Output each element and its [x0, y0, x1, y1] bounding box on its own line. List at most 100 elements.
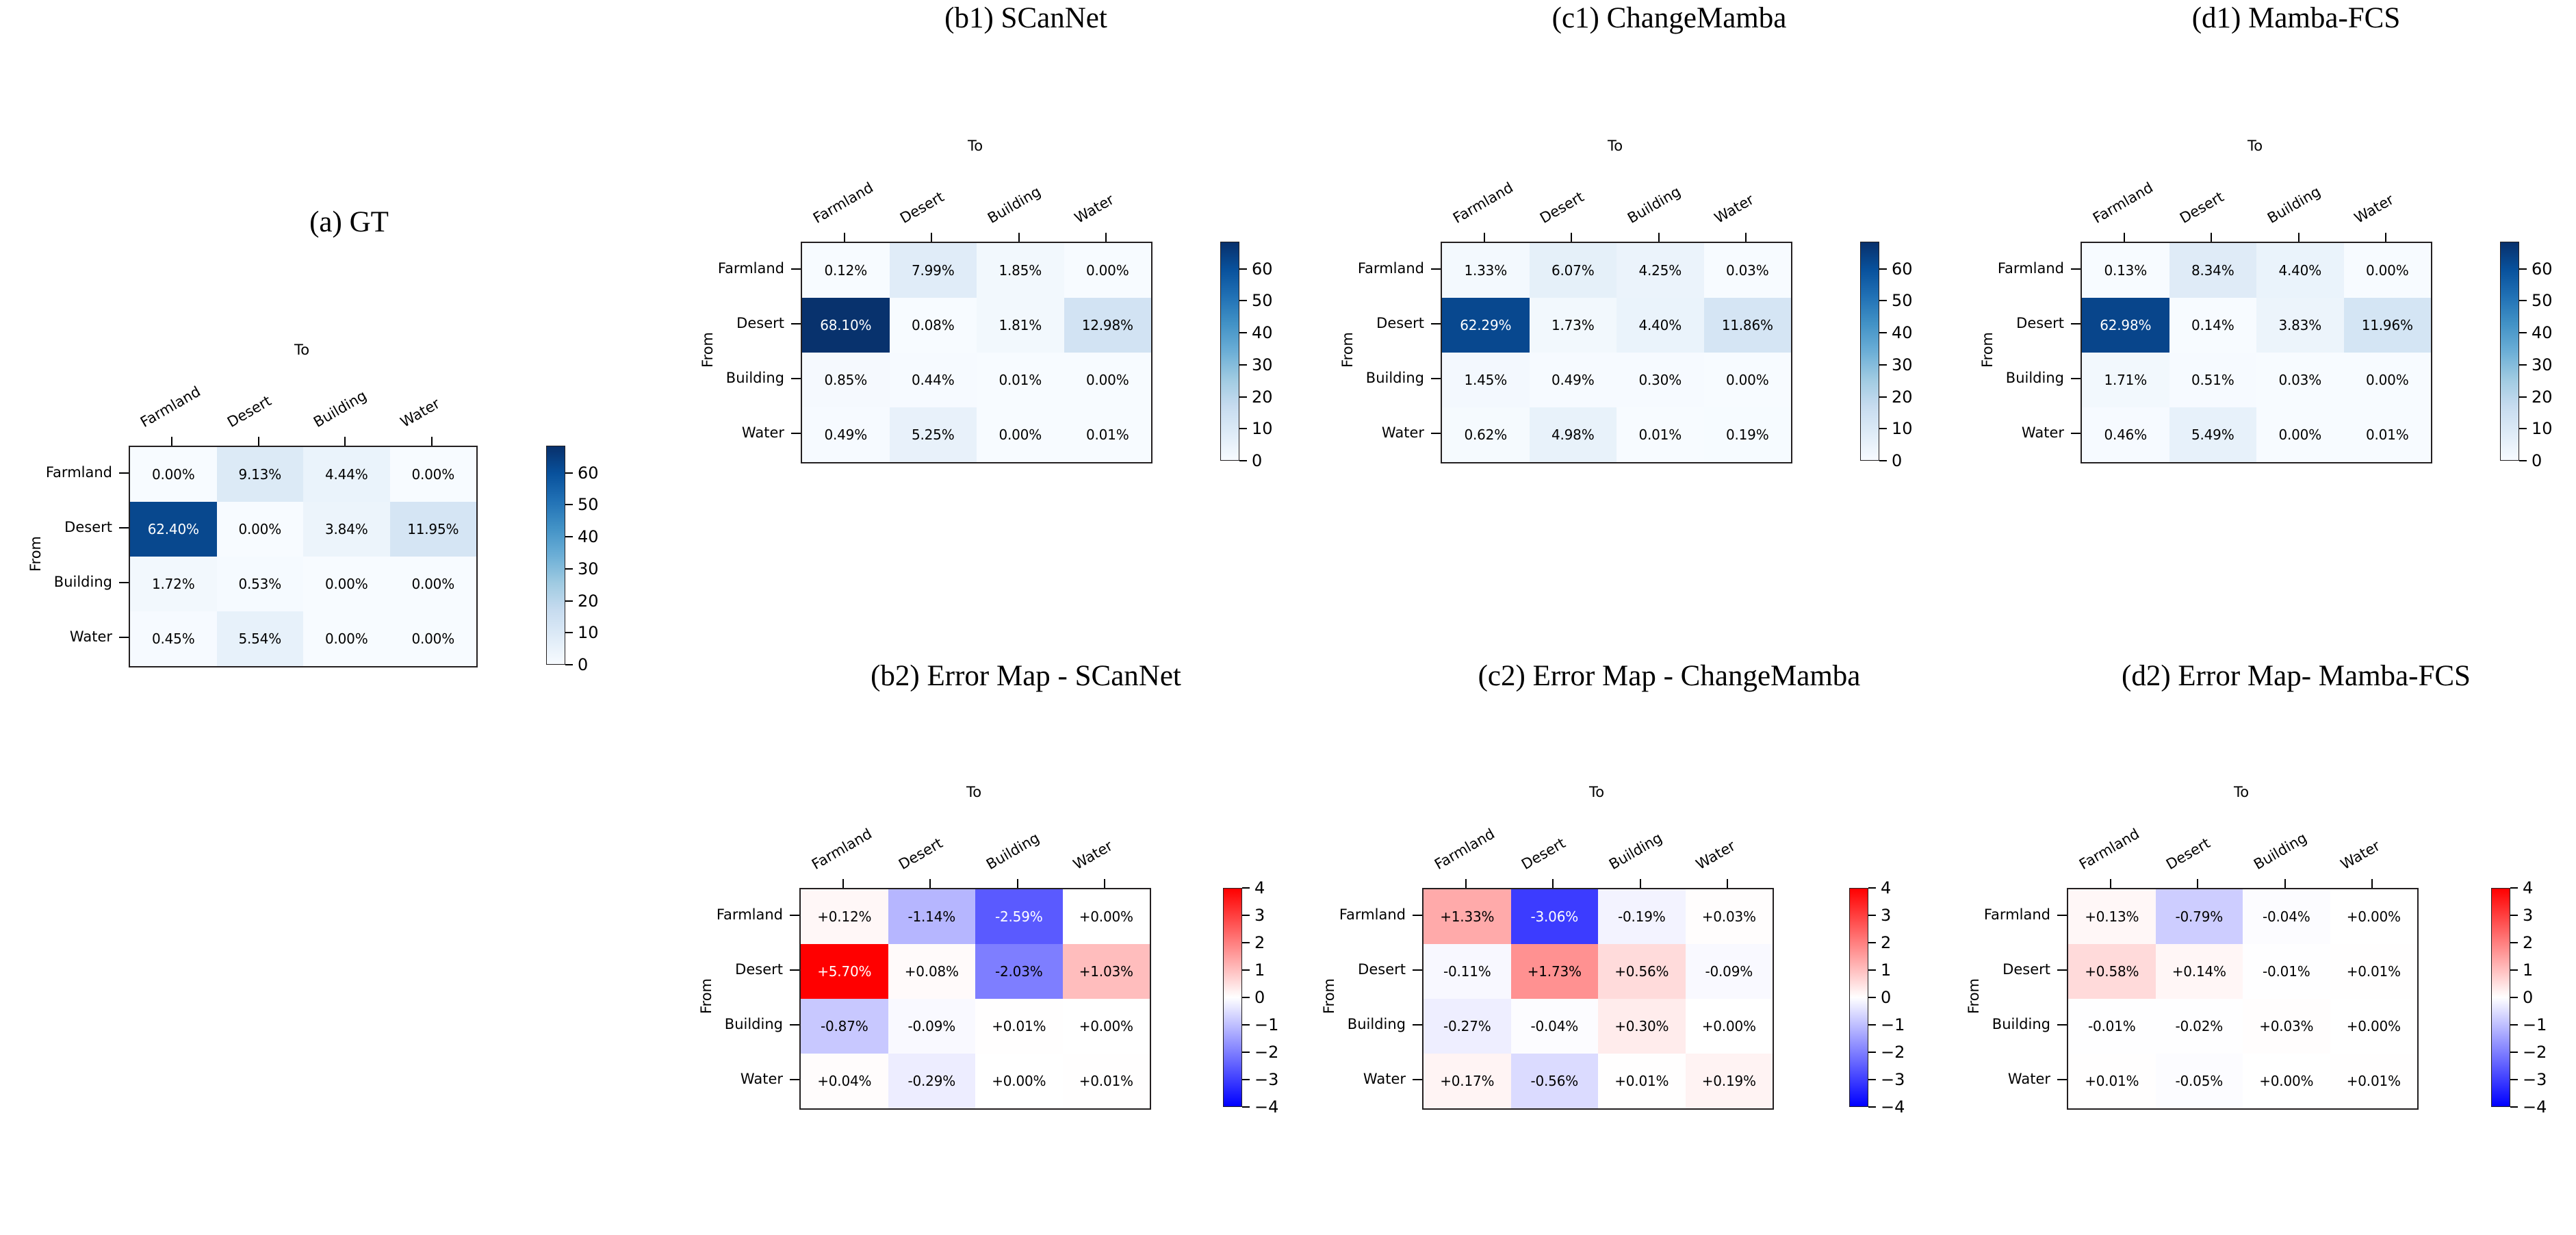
row-label-water: Water — [1381, 424, 1424, 441]
heatmap-cell: 0.44% — [889, 353, 977, 407]
row-tick — [2057, 915, 2067, 916]
heatmap-cell-value: +0.00% — [1701, 1018, 1756, 1034]
row-tick — [2071, 378, 2081, 379]
heatmap-cell: 0.53% — [216, 557, 303, 611]
row-tick — [1431, 378, 1441, 379]
heatmap-cell: 11.95% — [389, 502, 476, 557]
colorbar-tick-label: 20 — [1252, 387, 1273, 407]
heatmap-cell: +0.12% — [801, 889, 888, 944]
heatmap-cell-value: 0.12% — [824, 262, 868, 279]
heatmap-cell: -0.11% — [1424, 944, 1511, 999]
col-label-farmland: Farmland — [1450, 179, 1516, 227]
colorbar-tick-dash — [1239, 396, 1247, 398]
colorbar-tick-dash — [1242, 1024, 1250, 1026]
colorbar-tick: 1 — [1868, 960, 1891, 980]
heatmap-grid: 0.00% 9.13% 4.44% 0.00% 62.40% 0.00% 3.84% 11.9… — [129, 446, 478, 667]
row-label-water: Water — [1363, 1071, 1406, 1087]
colorbar-tick-label: −2 — [2523, 1043, 2547, 1062]
colorbar-tick-dash — [2510, 915, 2518, 916]
axis-label-to: To — [966, 784, 982, 800]
colorbar-tick-label: −3 — [1254, 1070, 1279, 1089]
heatmap-cell: 62.29% — [1442, 298, 1530, 353]
heatmap-cell-value: 0.30% — [1638, 372, 1682, 388]
heatmap-grid: 0.12% 7.99% 1.85% 0.00% 68.10% 0.08% 1.81% 12.9… — [801, 242, 1152, 463]
heatmap-cell: 0.01% — [1617, 407, 1704, 462]
colorbar — [1860, 242, 1879, 461]
colorbar-tick-label: 4 — [1254, 878, 1265, 897]
heatmap-cell: -0.09% — [1685, 944, 1773, 999]
heatmap-cell: 1.81% — [977, 298, 1064, 353]
colorbar-tick-dash — [1868, 942, 1876, 943]
col-label-building: Building — [984, 183, 1044, 227]
heatmap-cell-value: +0.00% — [1079, 1018, 1133, 1034]
colorbar-tick-dash — [1868, 997, 1876, 998]
heatmap-cell: 0.49% — [1529, 353, 1617, 407]
heatmap-cell: +0.08% — [888, 944, 975, 999]
heatmap-cell-value: 62.98% — [2100, 317, 2152, 333]
colorbar-tick-label: 40 — [2532, 323, 2553, 343]
colorbar-tick-label: 20 — [1892, 387, 1913, 407]
heatmap-cell-value: +0.01% — [2346, 1073, 2401, 1089]
colorbar-tick-label: 0 — [2532, 451, 2542, 470]
row-tick — [1431, 323, 1441, 324]
heatmap-cell: +1.33% — [1424, 889, 1511, 944]
col-label-building: Building — [2250, 829, 2310, 873]
heatmap-cell: -0.87% — [801, 999, 888, 1054]
heatmap-cell: 0.45% — [130, 611, 217, 666]
col-tick — [1727, 879, 1729, 888]
colorbar-tick-dash — [1868, 915, 1876, 916]
colorbar-tick-label: 0 — [1881, 988, 1892, 1007]
heatmap-cell-value: +0.58% — [2085, 963, 2139, 980]
heatmap-cell: 62.98% — [2082, 298, 2169, 353]
heatmap-cell: +0.30% — [1598, 999, 1686, 1054]
col-label-water: Water — [397, 395, 443, 431]
colorbar-tick-dash — [2519, 460, 2527, 461]
col-tick — [344, 437, 346, 446]
colorbar-tick-label: −4 — [1254, 1097, 1279, 1117]
colorbar-tick: 0 — [1879, 451, 1902, 470]
colorbar-tick-label: 3 — [1254, 906, 1265, 925]
heatmap-cell-value: -2.59% — [994, 908, 1043, 925]
colorbar-tick-dash — [1879, 396, 1887, 398]
col-tick — [1658, 233, 1660, 242]
heatmap-cell-value: +0.30% — [1614, 1018, 1669, 1034]
colorbar-tick-label: 50 — [1892, 291, 1913, 311]
heatmap-cell-value: -0.29% — [907, 1073, 956, 1089]
row-tick — [1431, 433, 1441, 434]
row-tick — [791, 378, 801, 379]
heatmap-cell-value: 0.00% — [151, 466, 195, 483]
heatmap-cell-value: 0.03% — [2278, 372, 2322, 388]
heatmap-cell: 0.00% — [389, 557, 476, 611]
heatmap-cell-value: 0.00% — [324, 631, 368, 647]
heatmap-cell-value: 0.00% — [1085, 372, 1129, 388]
heatmap-cell-value: +0.01% — [992, 1018, 1046, 1034]
heatmap-cell-value: 1.33% — [1464, 262, 1508, 279]
heatmap-cell-value: 3.83% — [2278, 317, 2322, 333]
colorbar-tick-dash — [1868, 969, 1876, 971]
heatmap-cell-value: +0.12% — [817, 908, 872, 925]
row-label-desert: Desert — [1376, 315, 1424, 331]
heatmap-cell: +0.01% — [1598, 1054, 1686, 1108]
heatmap-cell-value: -3.06% — [1530, 908, 1579, 925]
heatmap-cell: 0.13% — [2082, 243, 2169, 298]
heatmap-cell-value: 62.40% — [147, 521, 199, 537]
heatmap-cell: 5.25% — [889, 407, 977, 462]
col-tick — [1465, 879, 1467, 888]
heatmap-cell: 12.98% — [1064, 298, 1151, 353]
heatmap-cell: 4.44% — [303, 447, 390, 502]
col-tick — [1105, 233, 1107, 242]
colorbar-tick-dash — [1242, 915, 1250, 916]
row-tick — [1413, 969, 1422, 971]
heatmap-cell: +0.01% — [975, 999, 1063, 1054]
heatmap-cell: 0.62% — [1442, 407, 1530, 462]
panel-title: (c2) Error Map - ChangeMamba — [1478, 660, 1861, 692]
heatmap-cell-value: -0.79% — [2175, 908, 2224, 925]
heatmap-cell: 0.00% — [1064, 243, 1151, 298]
row-label-water: Water — [740, 1071, 783, 1087]
colorbar-tick-label: −2 — [1254, 1043, 1279, 1062]
heatmap-cell-value: 1.81% — [999, 317, 1042, 333]
colorbar-tick: 20 — [2519, 387, 2553, 407]
colorbar-tick-dash — [1242, 942, 1250, 943]
colorbar-tick: −2 — [2510, 1043, 2547, 1062]
col-label-water: Water — [2338, 837, 2384, 873]
